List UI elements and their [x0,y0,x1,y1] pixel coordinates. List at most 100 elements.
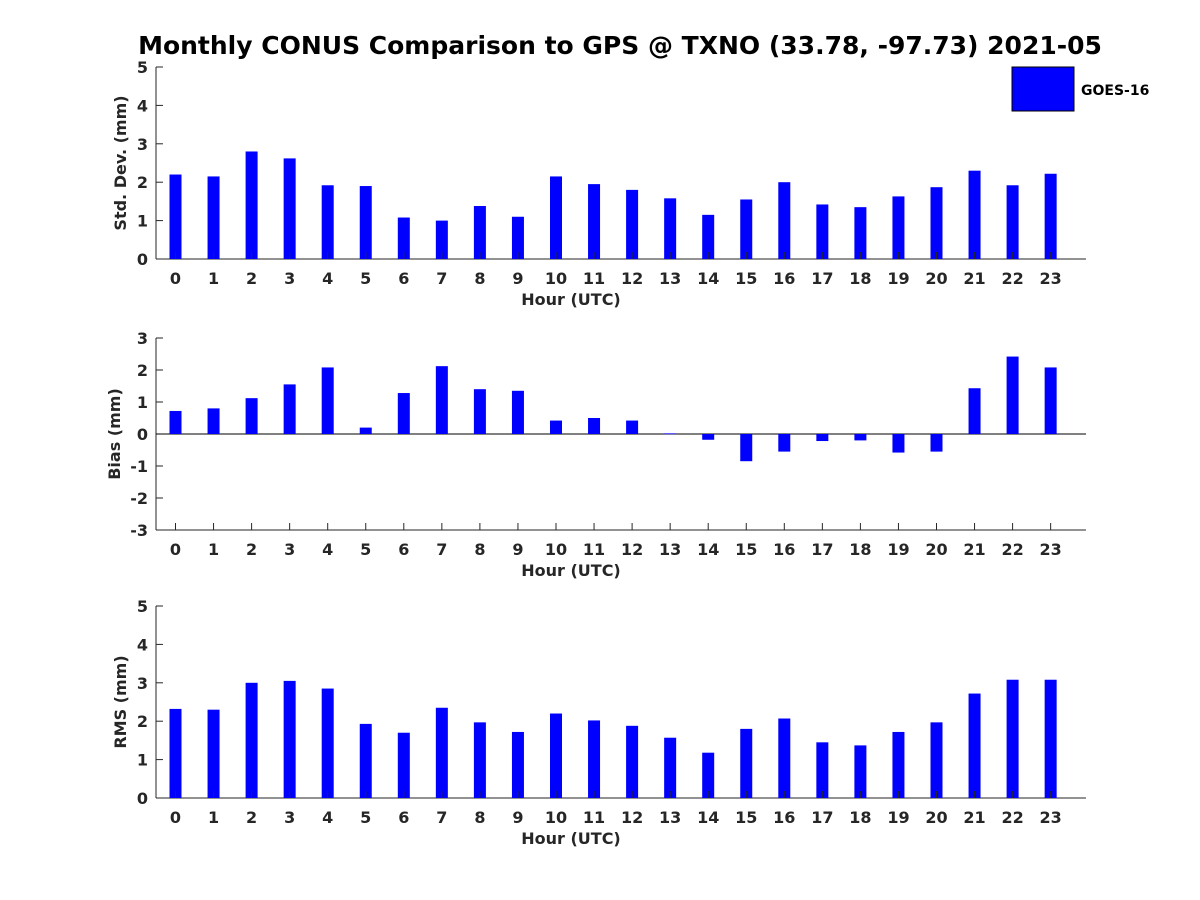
x-tick-label: 21 [963,808,985,827]
x-tick-label: 7 [436,808,447,827]
bar-hour-23 [1044,173,1057,259]
x-tick-label: 15 [735,808,757,827]
y-tick-label: 4 [137,96,148,115]
bar-hour-5 [359,723,372,798]
bar-hour-13 [664,737,677,798]
x-tick-label: 9 [512,269,523,288]
x-tick-label: 14 [697,269,719,288]
x-tick-label: 0 [170,540,181,559]
x-tick-label: 1 [208,540,219,559]
x-tick-label: 8 [474,540,485,559]
x-tick-label: 4 [322,808,333,827]
bar-hour-11 [588,184,601,259]
bar-hour-3 [283,158,296,259]
bar-hour-19 [892,434,905,453]
x-tick-label: 5 [360,540,371,559]
y-tick-label: 4 [137,635,148,654]
bar-hour-22 [1006,185,1019,259]
bar-hour-21 [968,388,981,434]
legend-swatch [1011,66,1075,112]
y-tick-label: 0 [137,789,148,808]
bar-hour-7 [435,220,448,259]
x-tick-label: 15 [735,540,757,559]
bar-hour-9 [511,390,524,434]
y-tick-label: 5 [137,597,148,616]
bar-hour-12 [626,725,639,798]
x-tick-label: 0 [170,269,181,288]
x-tick-label: 16 [773,808,795,827]
bar-hour-2 [245,151,258,259]
y-tick-label: 2 [137,712,148,731]
x-tick-label: 2 [246,540,257,559]
x-tick-label: 10 [545,269,567,288]
bar-hour-15 [740,728,753,798]
x-tick-label: 16 [773,269,795,288]
x-tick-label: 4 [322,269,333,288]
x-tick-label: 3 [284,540,295,559]
x-tick-label: 14 [697,540,719,559]
bar-hour-9 [511,216,524,259]
bar-hour-5 [359,186,372,259]
bar-hour-20 [930,722,943,798]
y-tick-label: 3 [137,329,148,348]
x-tick-label: 23 [1040,808,1062,827]
x-tick-label: 18 [849,540,871,559]
bar-hour-18 [854,207,867,259]
x-tick-label: 3 [284,269,295,288]
bar-hour-11 [588,720,601,798]
x-tick-label: 5 [360,269,371,288]
x-tick-label: 15 [735,269,757,288]
bar-hour-8 [473,389,486,434]
x-tick-label: 22 [1001,808,1023,827]
y-tick-label: 0 [137,250,148,269]
bar-hour-19 [892,196,905,259]
bar-hour-0 [169,410,182,434]
x-tick-label: 9 [512,808,523,827]
bar-hour-1 [207,176,220,259]
bar-hour-15 [740,434,753,462]
bar-hour-21 [968,693,981,798]
bar-hour-10 [550,420,562,434]
x-tick-label: 16 [773,540,795,559]
bar-hour-21 [968,170,981,259]
x-axis-label: Hour (UTC) [521,829,621,848]
x-tick-label: 20 [925,269,947,288]
x-tick-label: 7 [436,269,447,288]
x-tick-label: 14 [697,808,719,827]
x-tick-label: 12 [621,808,643,827]
bar-hour-14 [702,434,715,440]
x-tick-label: 21 [963,540,985,559]
bar-hour-16 [778,182,791,259]
x-tick-label: 22 [1001,269,1023,288]
y-tick-label: 3 [137,674,148,693]
y-axis-label: Std. Dev. (mm) [111,95,130,230]
chart-title: Monthly CONUS Comparison to GPS @ TXNO (… [138,31,1102,60]
bar-hour-12 [626,189,639,259]
x-tick-label: 0 [170,808,181,827]
x-tick-label: 21 [963,269,985,288]
bar-hour-19 [892,731,905,798]
bar-hour-13 [664,433,677,435]
bar-hour-23 [1044,679,1057,798]
bar-hour-6 [397,217,410,259]
bar-hour-14 [702,752,715,798]
bar-hour-5 [359,427,372,434]
bar-hour-6 [397,393,410,434]
bar-hour-18 [854,434,867,441]
x-tick-label: 5 [360,808,371,827]
bar-hour-10 [550,176,562,259]
x-tick-label: 17 [811,808,833,827]
x-tick-label: 22 [1001,540,1023,559]
bar-hour-2 [245,398,258,434]
bar-hour-16 [778,718,791,798]
x-tick-label: 8 [474,269,485,288]
x-tick-label: 20 [925,540,947,559]
x-tick-label: 10 [545,808,567,827]
x-tick-label: 8 [474,808,485,827]
x-tick-label: 2 [246,808,257,827]
x-tick-label: 9 [512,540,523,559]
